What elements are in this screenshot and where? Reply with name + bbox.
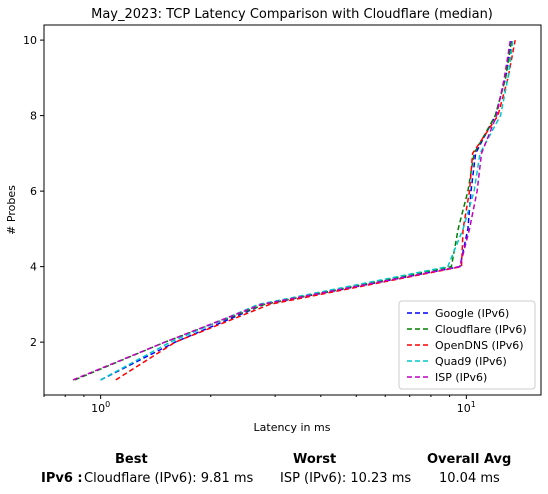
series-line-cloudflare-ipv6 xyxy=(74,39,513,381)
best-value: Cloudflare (IPv6): 9.81 ms xyxy=(84,471,254,486)
plot-area xyxy=(43,24,542,396)
legend-entry: ISP (IPv6) xyxy=(435,371,487,384)
y-tick-label: 10 xyxy=(23,34,37,47)
legend-entry: Cloudflare (IPv6) xyxy=(435,323,527,336)
legend: Google (IPv6) Cloudflare (IPv6) OpenDNS (I… xyxy=(398,300,536,390)
worst-value: ISP (IPv6): 10.23 ms xyxy=(280,471,412,486)
x-tick-label: 100 xyxy=(91,400,110,415)
x-axis-label: Latency in ms xyxy=(254,421,331,434)
legend-entry: Google (IPv6) xyxy=(435,307,509,320)
x-axis: 100 101 xyxy=(43,395,476,415)
ipv6-row-label: IPv6 : xyxy=(41,471,83,486)
y-tick-label: 8 xyxy=(30,110,37,123)
series-line-quad9-ipv6 xyxy=(100,40,514,381)
series-line-isp-ipv6 xyxy=(72,39,512,381)
y-axis: 2 4 6 8 10 xyxy=(23,34,44,349)
series-line-opendns-ipv6 xyxy=(115,39,516,381)
legend-entry: Quad9 (IPv6) xyxy=(435,355,507,368)
y-axis-label: # Probes xyxy=(5,185,18,235)
x-tick-label: 101 xyxy=(457,400,476,415)
overall-avg-header: Overall Avg xyxy=(427,452,512,467)
overall-avg-value: 10.04 ms xyxy=(439,471,500,486)
best-header: Best xyxy=(115,452,148,467)
y-tick-label: 4 xyxy=(30,261,37,274)
y-tick-label: 2 xyxy=(30,336,37,349)
legend-box xyxy=(398,300,536,390)
worst-header: Worst xyxy=(293,452,337,467)
legend-entry: OpenDNS (IPv6) xyxy=(435,339,524,352)
chart-title: May_2023: TCP Latency Comparison with Cl… xyxy=(91,7,493,22)
series-lines xyxy=(72,39,516,381)
y-tick-label: 6 xyxy=(30,185,37,198)
